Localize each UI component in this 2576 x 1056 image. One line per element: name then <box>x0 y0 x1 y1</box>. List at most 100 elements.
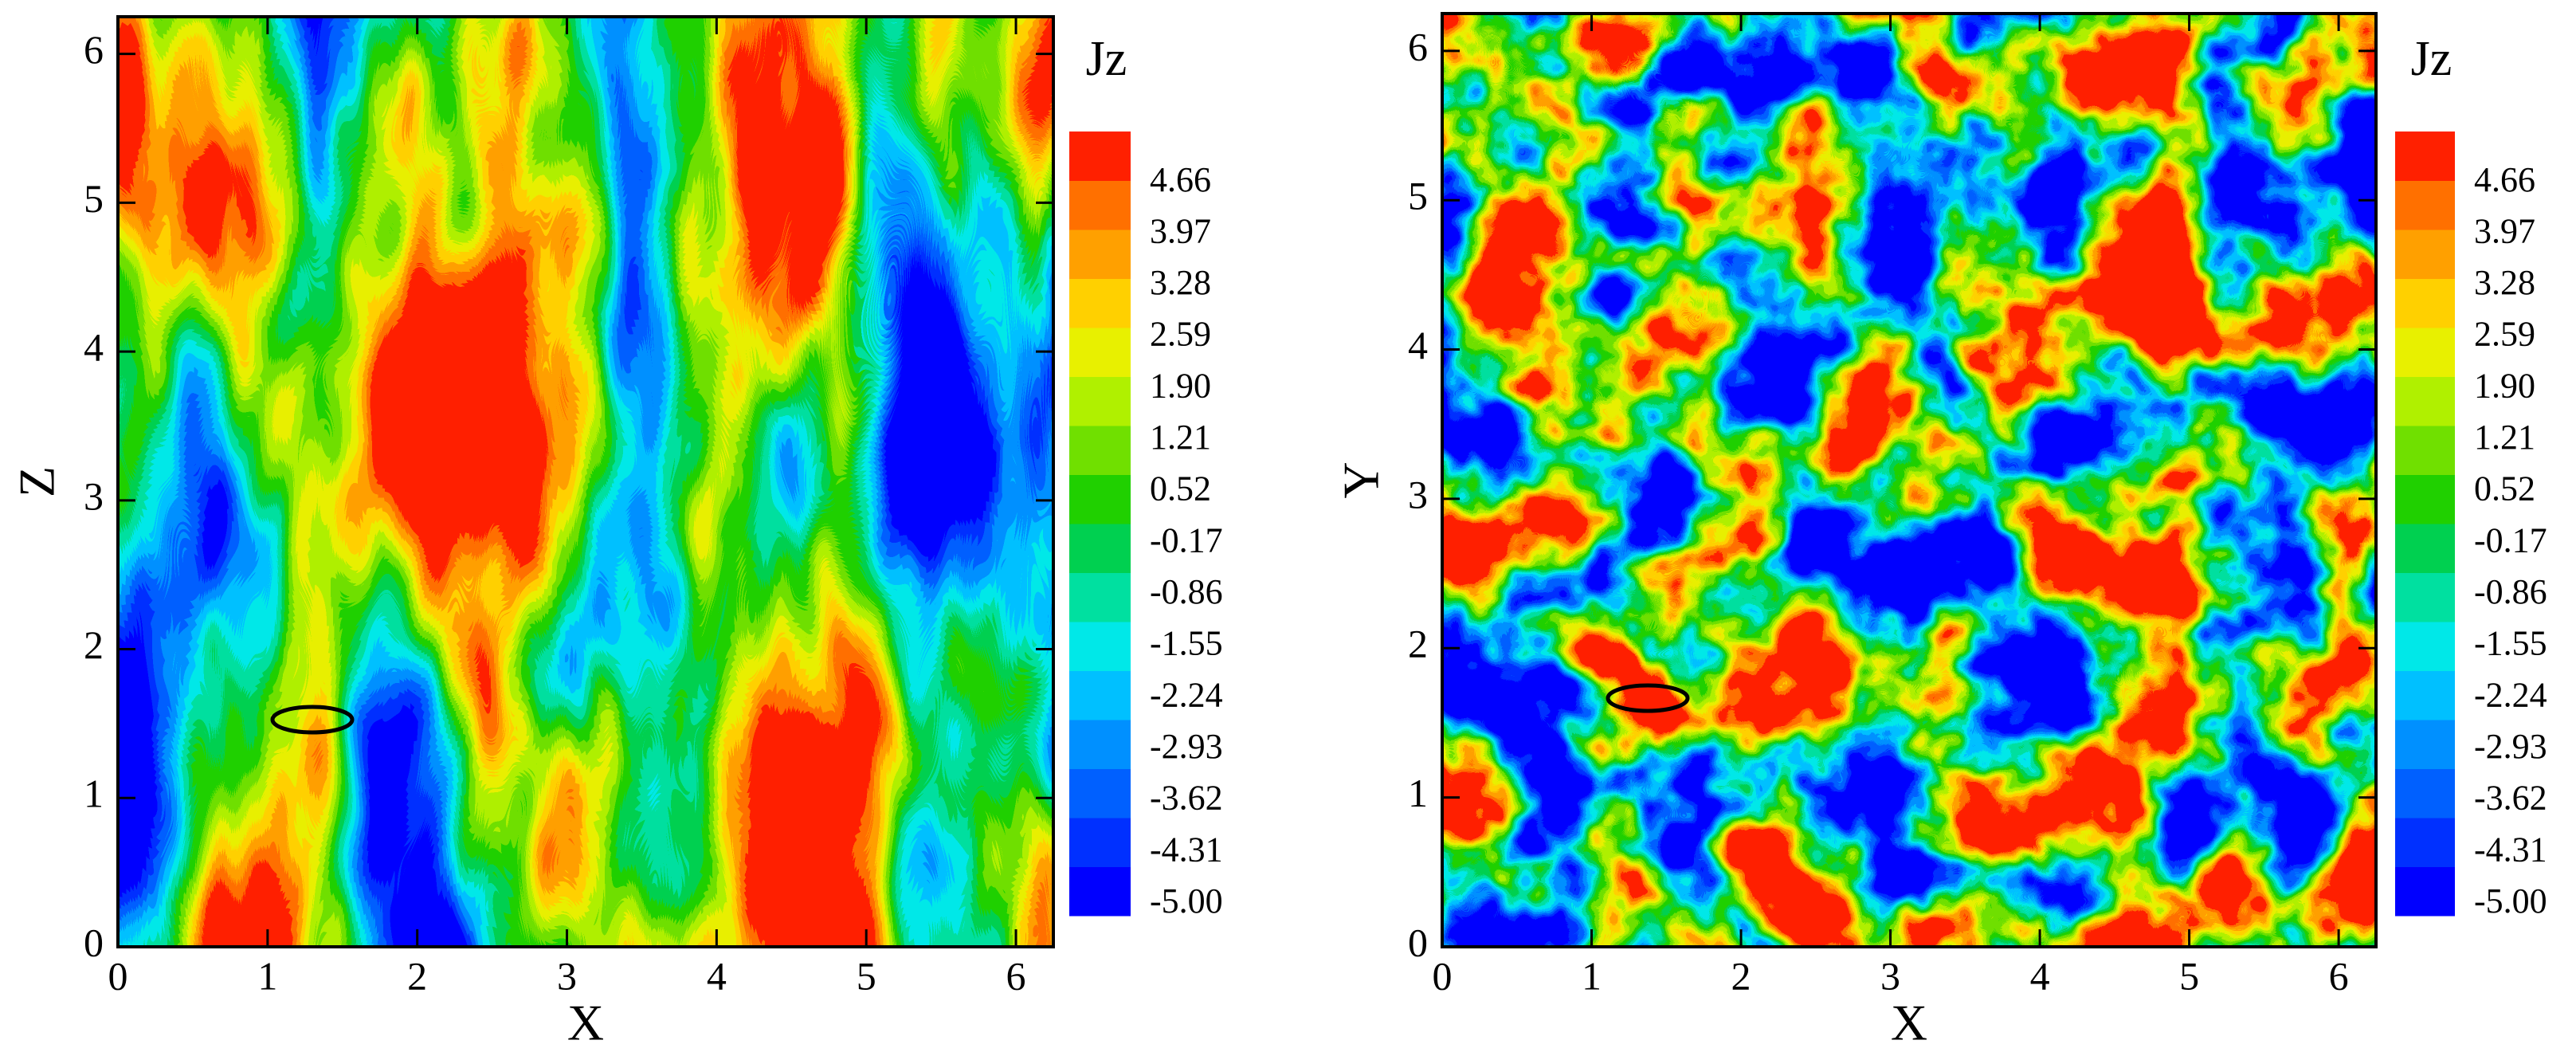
colorbar-band <box>1069 426 1131 475</box>
x-tick-label: 1 <box>257 953 277 998</box>
colorbar-tick-label: -4.31 <box>1150 830 1223 869</box>
y-tick-label: 6 <box>84 27 104 72</box>
colorbar-tick-label: -2.24 <box>2474 675 2547 714</box>
colorbar-band <box>1069 278 1131 328</box>
colorbar-tick-label: 1.21 <box>1150 418 1211 457</box>
colorbar-tick-label: -5.00 <box>1150 881 1223 921</box>
colorbar-tick-label: 3.28 <box>2474 263 2535 302</box>
y-axis-label: Y <box>1333 461 1390 498</box>
x-tick-label: 5 <box>2179 953 2199 998</box>
contour-field <box>118 17 1053 947</box>
colorbar-band <box>2395 818 2455 867</box>
colorbar-band <box>1069 866 1131 917</box>
colorbar-band <box>1069 328 1131 377</box>
colorbar-band <box>2395 278 2455 328</box>
colorbar-tick-label: -3.62 <box>1150 779 1223 818</box>
colorbar-band <box>1069 376 1131 426</box>
y-tick-label: 0 <box>84 920 104 964</box>
colorbar-band <box>1069 818 1131 867</box>
contour-field <box>1442 14 2376 947</box>
y-tick-label: 4 <box>1408 323 1428 367</box>
colorbar-band <box>2395 426 2455 475</box>
x-tick-label: 4 <box>2030 953 2050 998</box>
colorbar-tick-label: 2.59 <box>2474 315 2535 354</box>
colorbar-band <box>2395 866 2455 917</box>
colorbar-band <box>1069 474 1131 524</box>
colorbar-band <box>2395 328 2455 377</box>
x-tick-label: 3 <box>557 953 577 998</box>
colorbar-band <box>1069 572 1131 622</box>
colorbar-tick-label: 1.90 <box>2474 366 2535 405</box>
colorbar-title: Jz <box>1086 32 1127 86</box>
x-tick-label: 4 <box>707 953 727 998</box>
marker-ellipse <box>1606 683 1690 713</box>
colorbar-band <box>1069 132 1131 181</box>
y-tick-label: 0 <box>1408 920 1428 964</box>
y-tick-label: 2 <box>1408 622 1428 666</box>
plot-frame <box>116 15 1055 948</box>
x-tick-label: 0 <box>1433 953 1453 998</box>
colorbar-band <box>2395 670 2455 720</box>
colorbar-tick-label: 1.21 <box>2474 418 2535 457</box>
plot-frame <box>1441 12 2378 948</box>
x-tick-label: 5 <box>857 953 876 998</box>
colorbar-tick-label: 2.59 <box>1150 315 1211 354</box>
x-tick-label: 0 <box>108 953 128 998</box>
y-tick-label: 5 <box>1408 174 1428 218</box>
colorbar-tick-label: 0.52 <box>2474 469 2535 508</box>
colorbar-band <box>1069 622 1131 671</box>
colorbar-band <box>2395 720 2455 769</box>
y-tick-label: 1 <box>1408 771 1428 815</box>
colorbar-band <box>1069 180 1131 230</box>
colorbar-tick-label: -0.17 <box>2474 520 2547 559</box>
colorbar-tick-label: 0.52 <box>1150 469 1211 508</box>
colorbar-tick-label: -5.00 <box>2474 881 2547 921</box>
colorbar-tick-label: 3.97 <box>2474 211 2535 250</box>
y-tick-label: 3 <box>1408 472 1428 516</box>
colorbar-tick-label: 3.97 <box>1150 211 1211 250</box>
y-tick-label: 6 <box>1408 24 1428 69</box>
colorbar-tick-label: 4.66 <box>1150 160 1211 199</box>
colorbar-tick-label: -2.24 <box>1150 675 1223 714</box>
colorbar-tick-label: 1.90 <box>1150 366 1211 405</box>
x-tick-label: 2 <box>407 953 427 998</box>
colorbar-band <box>2395 180 2455 230</box>
colorbar-band <box>1069 670 1131 720</box>
colorbar-title: Jz <box>2411 32 2452 86</box>
x-axis-label: X <box>567 995 604 1051</box>
y-tick-label: 4 <box>84 325 104 370</box>
colorbar-tick-label: -0.86 <box>1150 572 1223 611</box>
y-tick-label: 3 <box>84 473 104 518</box>
marker-ellipse <box>270 705 355 735</box>
y-tick-label: 2 <box>84 622 104 667</box>
colorbar-tick-label: -0.17 <box>1150 520 1223 559</box>
x-tick-label: 1 <box>1582 953 1602 998</box>
y-tick-label: 5 <box>84 176 104 221</box>
colorbar-tick-label: -1.55 <box>2474 624 2547 663</box>
colorbar-band <box>2395 572 2455 622</box>
colorbar-band <box>2395 132 2455 181</box>
colorbar-tick-label: -1.55 <box>1150 624 1223 663</box>
y-tick-label: 1 <box>84 771 104 816</box>
y-axis-label: Z <box>9 466 65 497</box>
colorbar-band <box>1069 768 1131 818</box>
colorbar-band <box>1069 524 1131 573</box>
colorbar-band <box>1069 230 1131 279</box>
x-tick-label: 6 <box>2329 953 2349 998</box>
colorbar-tick-label: -3.62 <box>2474 779 2547 818</box>
x-tick-label: 6 <box>1006 953 1026 998</box>
colorbar-band <box>2395 376 2455 426</box>
colorbar-band <box>2395 230 2455 279</box>
x-axis-label: X <box>1891 995 1927 1051</box>
colorbar-tick-label: -4.31 <box>2474 830 2547 869</box>
colorbar-band <box>1069 720 1131 769</box>
x-tick-label: 2 <box>1731 953 1751 998</box>
colorbar-band <box>2395 622 2455 671</box>
colorbar-tick-label: -2.93 <box>1150 727 1223 766</box>
x-tick-label: 3 <box>1880 953 1900 998</box>
colorbar-tick-label: 4.66 <box>2474 160 2535 199</box>
colorbar-band <box>2395 474 2455 524</box>
colorbar-tick-label: -2.93 <box>2474 727 2547 766</box>
colorbar-band <box>2395 768 2455 818</box>
